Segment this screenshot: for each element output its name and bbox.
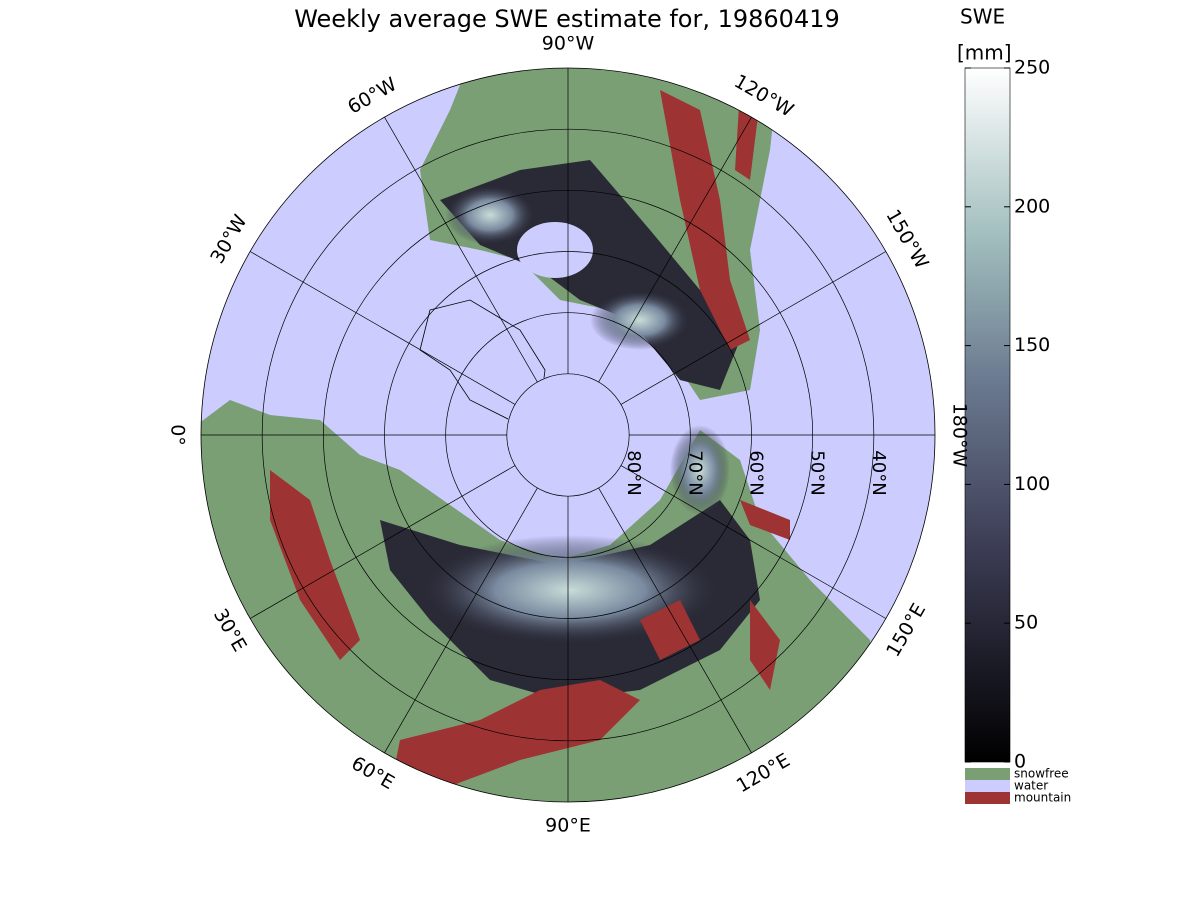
- title: Weekly average SWE estimate for, 1986041…: [294, 5, 840, 33]
- legend-label: water: [1014, 779, 1048, 793]
- meridian: [598, 487, 752, 754]
- longitude-label: 180°W: [949, 403, 971, 468]
- longitude-label: 30°E: [209, 605, 251, 656]
- legend-swatch: [965, 792, 1010, 804]
- legend-swatch: [965, 780, 1010, 792]
- latitude-label: 80°N: [623, 450, 644, 495]
- latitude-label: 40°N: [868, 450, 889, 495]
- hudson-bay: [517, 222, 593, 278]
- meridian: [384, 116, 538, 383]
- latitude-label: 70°N: [684, 450, 705, 495]
- legend-label: mountain: [1014, 791, 1071, 805]
- meridian: [598, 116, 752, 383]
- polar-hole: [506, 373, 630, 497]
- mountains: [270, 90, 790, 790]
- meridian: [249, 465, 516, 619]
- graticule: [201, 68, 935, 802]
- meridian: [249, 251, 516, 405]
- colorbar-tick-label: 250: [1014, 57, 1050, 79]
- snow-deep: [445, 185, 535, 245]
- latitude-label: 50°N: [807, 450, 828, 495]
- longitude-label: 60°W: [344, 73, 401, 118]
- colorbar: [964, 67, 1011, 763]
- colorbar-tick-label: 100: [1014, 473, 1050, 495]
- latitude-label: 60°N: [746, 450, 767, 495]
- longitude-label: 0°: [167, 424, 189, 446]
- colorbar-tick-label: 150: [1014, 334, 1050, 356]
- colorbar-tick-label: 200: [1014, 195, 1050, 217]
- meridian: [620, 465, 887, 619]
- longitude-label: 60°E: [347, 752, 398, 794]
- colorbar-unit: [mm]: [957, 41, 1012, 65]
- map: [201, 68, 935, 802]
- meridian: [620, 251, 887, 405]
- longitude-label: 90°W: [542, 33, 595, 55]
- colorbar-label: SWE: [960, 5, 1005, 29]
- meridian: [384, 487, 538, 754]
- longitude-label: 30°W: [206, 211, 251, 268]
- legend-label: snowfree: [1014, 767, 1069, 781]
- snow-deep: [590, 290, 690, 350]
- colorbar-tick-label: 0: [1014, 751, 1026, 773]
- colorbar-tick-label: 50: [1014, 612, 1038, 634]
- longitude-label: 90°E: [545, 815, 591, 837]
- legend-swatch: [965, 768, 1010, 780]
- snow-deep: [670, 425, 730, 515]
